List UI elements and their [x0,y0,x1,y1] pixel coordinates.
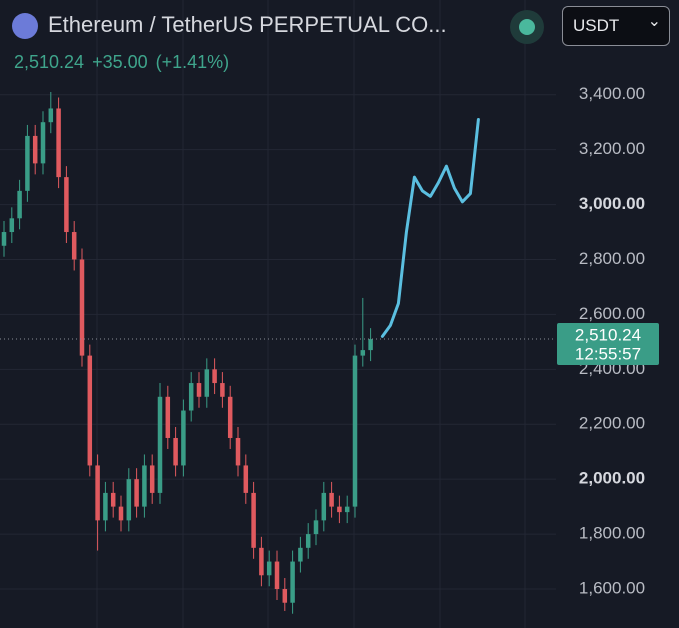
candle-body [149,465,155,493]
price-badge [557,323,659,366]
candle-body [79,259,85,356]
candle-body [305,534,311,548]
candle-body [71,232,77,260]
candle-body [266,561,272,576]
candle-body [64,177,69,233]
candle-body [220,383,225,397]
candle-body [40,122,46,164]
candle-body [243,465,249,493]
candle-body [181,410,186,466]
header: Ethereum / TetherUS PERPETUAL CO... 2,51… [0,0,679,80]
candle-body [352,355,358,507]
y-tick-label: 3,400.00 [579,84,645,103]
candle-body [1,232,7,246]
candle-body [103,492,108,521]
symbol[interactable]: Ethereum / TetherUS PERPETUAL CO... [48,12,447,37]
change-pct: (+1.41%) [155,52,230,72]
candle-body [25,135,30,191]
candle-body [95,465,100,521]
candle-body [360,350,366,356]
candle-body [344,506,350,513]
candle-body [212,369,217,384]
quote: 2,510.24 +35.00 (+1.41%) [14,52,237,73]
candle-body [235,437,241,466]
candle-body [118,506,124,521]
candle-body [110,492,116,507]
price-badge-label: 2,510.24 [575,326,641,345]
y-tick-label: 3,000.00 [579,194,645,213]
y-tick-label: 2,000.00 [579,469,645,488]
candle-body [87,355,93,466]
y-tick-label: 1,800.00 [579,524,645,543]
price: 2,510.24 [14,52,85,72]
projection-drawing [380,117,480,338]
candle-body [251,492,256,548]
candle-body [337,506,342,513]
candle-body [173,437,178,466]
candle-body [227,396,233,438]
candle-body [188,383,194,411]
candles [1,91,373,614]
y-tick-label: 3,200.00 [579,139,645,158]
candle-body [290,561,295,603]
candle-body [298,547,303,562]
candle-body [313,520,319,535]
candle-body [204,369,210,397]
y-tick-label: 2,800.00 [579,249,645,268]
currency-select[interactable]: USDT [562,3,670,46]
change: +35.00 [92,52,148,72]
candle-body [56,108,61,178]
candle-body [32,135,38,164]
candle-body [274,561,280,590]
candle-body [329,492,334,507]
status-button[interactable] [510,10,544,44]
y-tick-label: 2,200.00 [579,414,645,433]
candle-body [126,479,132,521]
countdown: 12:55:57 [575,345,641,364]
candle-body [157,396,163,493]
candle-body [165,396,171,438]
candle-body [134,479,139,507]
candle-body [321,492,327,521]
candle-body [17,190,22,219]
y-tick-label: 1,600.00 [579,578,645,597]
candle-body [48,108,54,123]
candle-body [259,547,264,576]
y-tick-label: 2,600.00 [579,304,645,323]
candle-body [196,383,202,397]
eth-icon [12,13,38,39]
candle-body [9,218,15,233]
candle-body [282,589,288,603]
candle-body [368,339,373,351]
candle-body [142,465,147,507]
